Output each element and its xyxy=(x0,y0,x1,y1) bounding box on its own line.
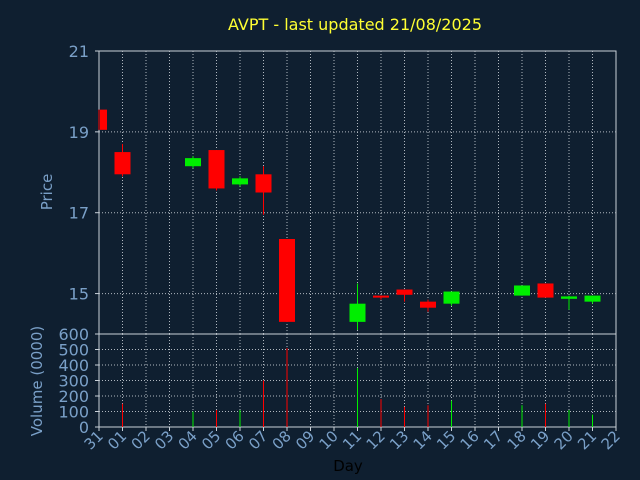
candle-body xyxy=(584,295,601,302)
candle-body xyxy=(232,178,248,185)
candle-body xyxy=(443,291,460,304)
candles xyxy=(98,109,601,330)
volume-bars xyxy=(122,347,593,427)
candle-body xyxy=(279,238,295,322)
volume-tick-label: 0 xyxy=(79,418,89,437)
candle-body xyxy=(537,283,554,298)
price-tick-label: 15 xyxy=(69,285,89,304)
candle-body xyxy=(208,150,225,189)
volume-tick-label: 400 xyxy=(58,356,89,375)
chart-title: AVPT - last updated 21/08/2025 xyxy=(228,15,482,34)
x-ticks: 3101020304050607080910111213141516171819… xyxy=(81,427,624,453)
candle-body xyxy=(373,295,389,298)
x-axis-label: Day xyxy=(333,457,363,475)
candle-body xyxy=(255,174,272,193)
price-panel: 15 17 19 21 Price xyxy=(38,42,617,335)
price-axis-label: Price xyxy=(38,174,56,211)
volume-tick-label: 100 xyxy=(58,403,89,422)
candle-body xyxy=(114,152,131,175)
volume-axis-label: Volume (0000) xyxy=(28,326,46,436)
candle-body xyxy=(514,285,530,296)
candle-body xyxy=(349,303,366,322)
candle-body xyxy=(561,296,577,299)
candle-body xyxy=(185,158,201,167)
price-tick-label: 19 xyxy=(69,123,89,142)
candle-body xyxy=(100,109,107,130)
price-tick-label: 17 xyxy=(69,204,89,223)
price-y-ticks: 15 17 19 21 xyxy=(69,42,99,304)
volume-tick-label: 200 xyxy=(58,387,89,406)
candle-body xyxy=(420,301,436,308)
volume-tick-label: 500 xyxy=(58,341,89,360)
volume-tick-label: 600 xyxy=(58,325,89,344)
price-tick-label: 21 xyxy=(69,42,89,61)
candle-body xyxy=(396,289,413,295)
volume-tick-label: 300 xyxy=(58,372,89,391)
